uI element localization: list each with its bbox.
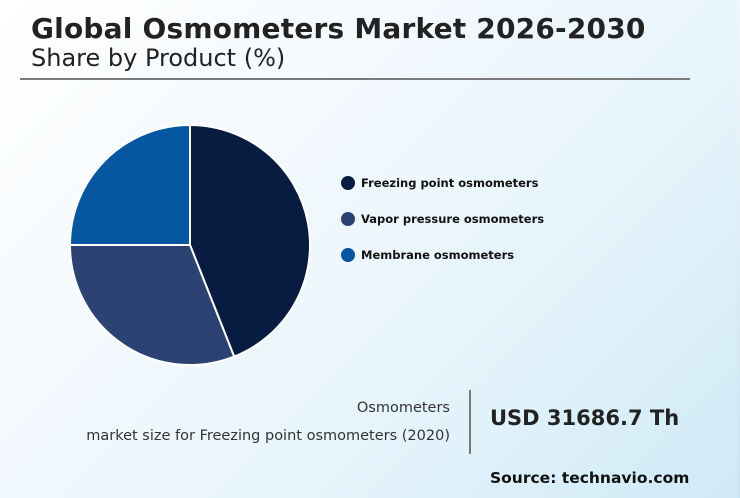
legend: Freezing point osmometers Vapor pressure…: [341, 174, 544, 282]
chart-title: Global Osmometers Market 2026-2030: [31, 12, 646, 45]
legend-label: Freezing point osmometers: [361, 176, 539, 190]
pie-slice-freezing-point-osmometers: [189, 123, 311, 358]
market-size-value: USD 31686.7 Th: [490, 406, 680, 430]
title-divider: [20, 78, 690, 80]
pie-slice-membrane-osmometers: [68, 123, 191, 246]
legend-dot-icon: [341, 212, 355, 226]
right-edge-strip: [737, 0, 740, 498]
legend-dot-icon: [341, 248, 355, 262]
legend-dot-icon: [341, 176, 355, 190]
source-credit: Source: technavio.com: [490, 469, 690, 487]
market-label-line2: market size for Freezing point osmometer…: [86, 428, 450, 444]
legend-item-vapor-pressure: Vapor pressure osmometers: [341, 210, 544, 228]
chart-subtitle: Share by Product (%): [31, 44, 286, 72]
legend-item-membrane: Membrane osmometers: [341, 246, 544, 264]
legend-item-freezing-point: Freezing point osmometers: [341, 174, 544, 192]
pie-slice-vapor-pressure-osmometers: [68, 244, 236, 366]
footer-divider: [469, 390, 471, 454]
legend-label: Membrane osmometers: [361, 248, 515, 262]
legend-label: Vapor pressure osmometers: [361, 212, 545, 226]
market-label-line1: Osmometers: [356, 400, 450, 416]
pie-chart: [68, 123, 311, 366]
